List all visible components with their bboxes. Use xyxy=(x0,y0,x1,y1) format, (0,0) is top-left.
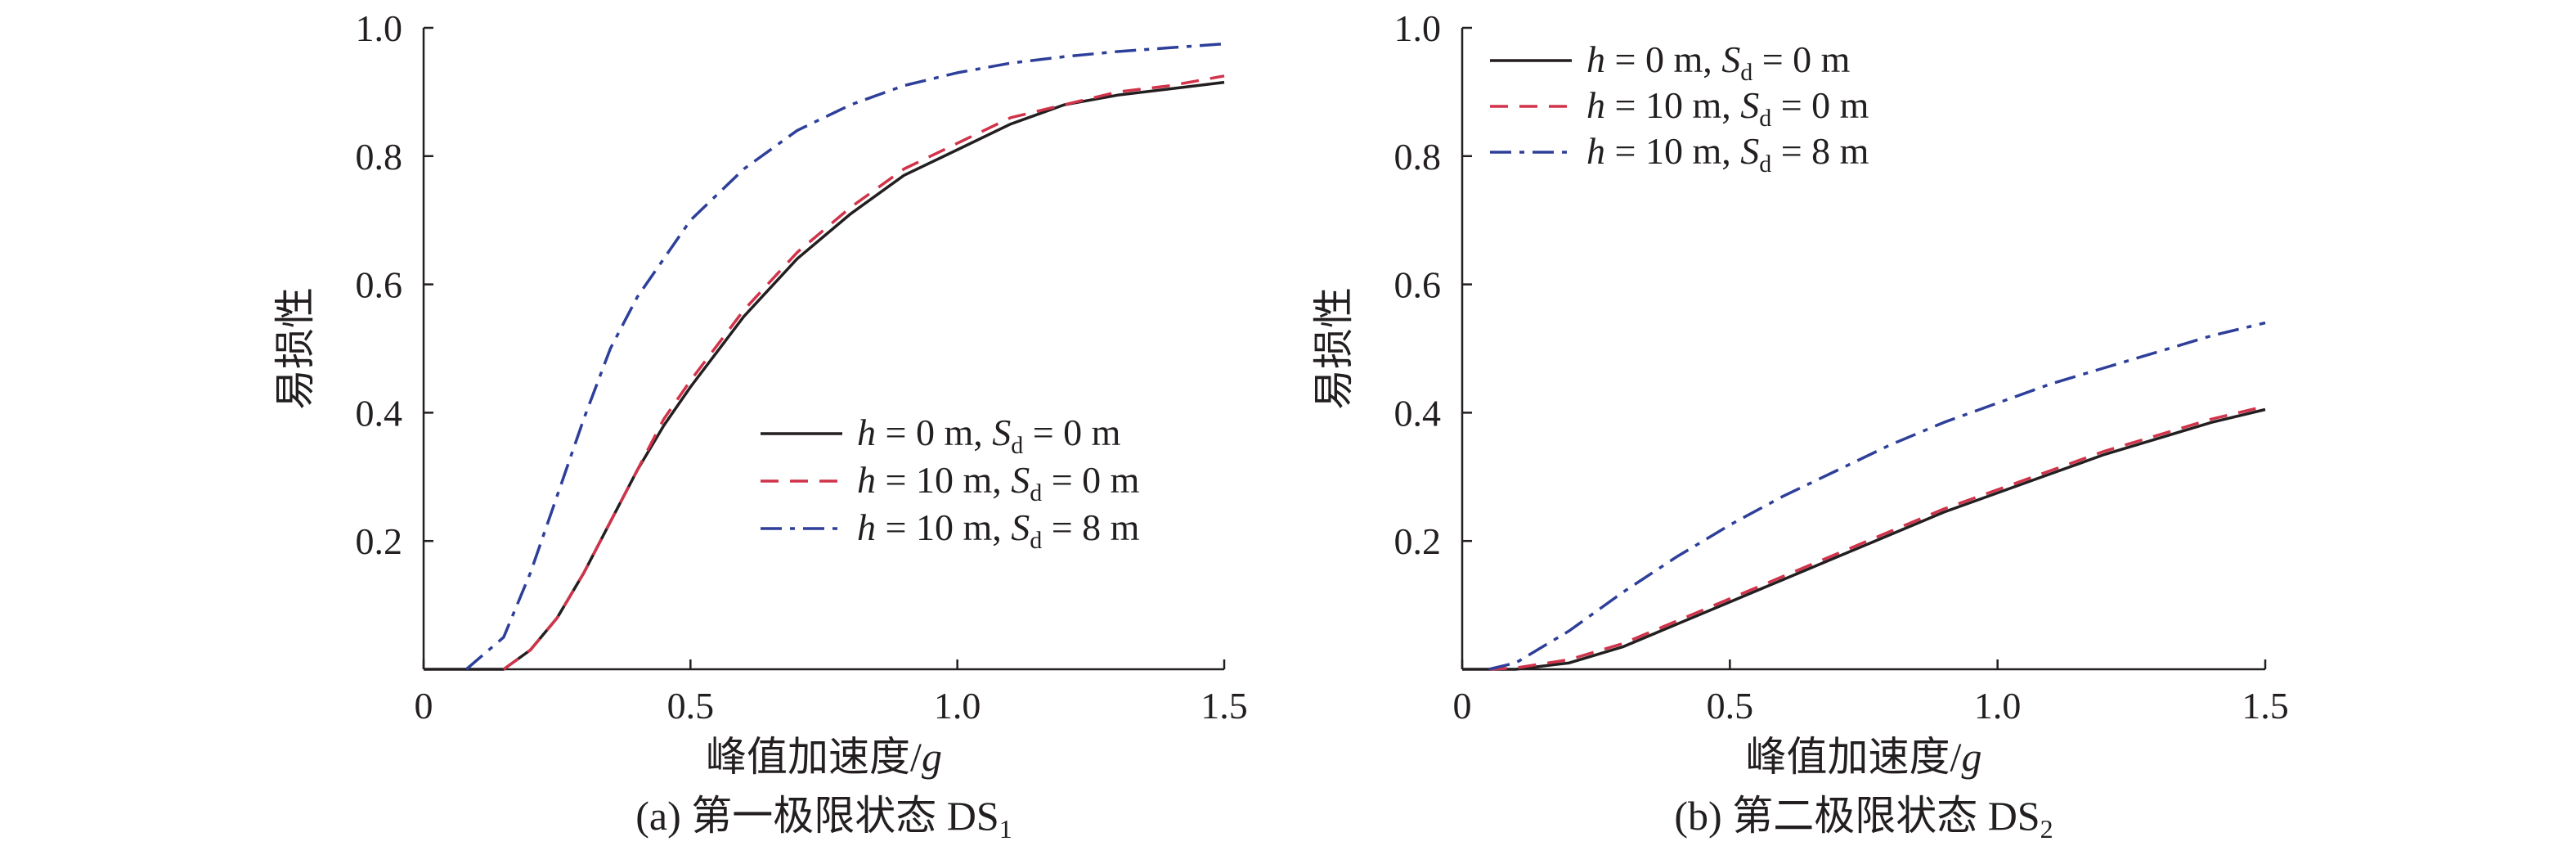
legend-entry: h = 10 m, Sd = 8 m xyxy=(1586,130,1869,178)
x-tick-label: 1.5 xyxy=(1200,685,1248,727)
legend-entry: h = 0 m, Sd = 0 m xyxy=(857,412,1121,459)
x-tick-label: 0 xyxy=(415,685,433,727)
y-tick-label: 1.0 xyxy=(1394,7,1442,49)
legend-entry: h = 10 m, Sd = 8 m xyxy=(857,506,1140,554)
x-tick-label: 1.0 xyxy=(934,685,981,727)
series-line-2 xyxy=(1488,404,2266,671)
legend: h = 0 m, Sd = 0 mh = 10 m, Sd = 0 mh = 1… xyxy=(1490,38,1869,178)
panel-caption: (b) 第二极限状态 DS2 xyxy=(1674,793,2053,844)
y-tick-label: 0.2 xyxy=(1394,520,1442,562)
y-tick-label: 0.4 xyxy=(356,392,403,434)
legend: h = 0 m, Sd = 0 mh = 10 m, Sd = 0 mh = 1… xyxy=(761,412,1140,554)
x-tick-label: 1.0 xyxy=(1974,685,2022,727)
y-axis-label: 易损性 xyxy=(1311,287,1357,410)
y-axis-label: 易损性 xyxy=(272,287,318,410)
panel-caption: (a) 第一极限状态 DS1 xyxy=(635,793,1012,844)
series-line-1 xyxy=(1462,407,2266,671)
x-axis-label: 峰值加速度/g xyxy=(1746,734,1982,780)
y-tick-label: 1.0 xyxy=(356,7,403,49)
series-line-2 xyxy=(502,74,1225,671)
y-tick-label: 0.8 xyxy=(356,136,403,178)
y-tick-label: 0.8 xyxy=(1394,136,1442,178)
series-line-1 xyxy=(424,80,1225,671)
x-tick-label: 0 xyxy=(1453,685,1472,727)
y-tick-label: 0.2 xyxy=(356,520,403,562)
series-line-3 xyxy=(1488,321,2266,671)
x-tick-label: 0.5 xyxy=(667,685,715,727)
x-tick-label: 0.5 xyxy=(1707,685,1754,727)
x-tick-label: 1.5 xyxy=(2242,685,2289,727)
legend-entry: h = 0 m, Sd = 0 m xyxy=(1586,38,1851,86)
y-tick-label: 0.6 xyxy=(1394,264,1442,306)
legend-entry: h = 10 m, Sd = 0 m xyxy=(857,459,1140,506)
y-tick-label: 0.4 xyxy=(1394,392,1442,434)
x-axis-label: 峰值加速度/g xyxy=(706,734,942,780)
y-tick-label: 0.6 xyxy=(356,264,403,306)
series-line-3 xyxy=(465,42,1225,671)
legend-entry: h = 10 m, Sd = 0 m xyxy=(1586,84,1869,132)
